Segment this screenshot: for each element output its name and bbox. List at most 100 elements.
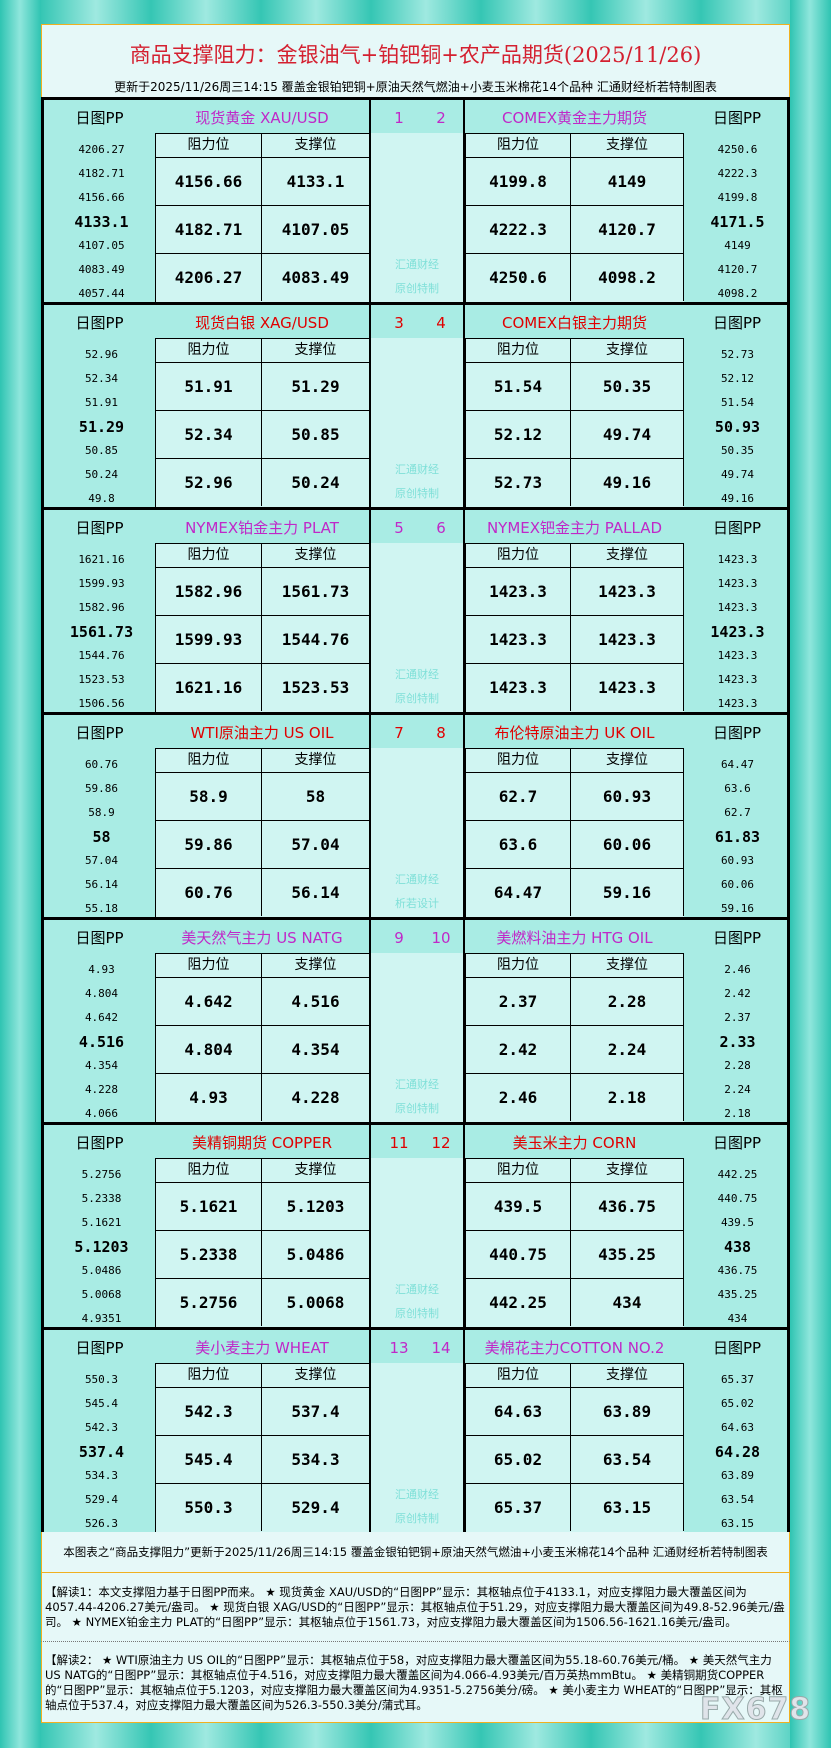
pp-level-left: 5.2338 (81, 1192, 122, 1205)
resistance-value: 5.2756 (156, 1278, 262, 1326)
support-value: 49.16 (571, 458, 684, 506)
pp-level-left: 52.34 (84, 372, 119, 385)
support-value: 2.24 (571, 1025, 684, 1073)
pp-level-right: 2.37 (724, 1011, 751, 1024)
pp-level-right: 4149 (724, 239, 751, 252)
resistance-value: 59.86 (156, 820, 262, 868)
pp-level-left: 4.804 (84, 987, 119, 1000)
pp-level-right: 51.54 (720, 396, 755, 409)
instrument-title-left: 美精铜期货 COPPER (191, 1134, 333, 1152)
pp-level-right: 2.24 (724, 1083, 751, 1096)
pp-level-right: 1423.3 (717, 697, 758, 710)
commodity-block: 日图PP 美小麦主力 WHEAT 13 14 美棉花主力COTTON NO.2 日图PP 汇… (41, 1327, 790, 1535)
pp-label-left: 日图PP (75, 109, 124, 127)
watermark-line: 汇通财经 (395, 258, 439, 271)
watermark-line: 汇通财经 (395, 463, 439, 476)
levels-table-left: 阻力位 支撑位 5.1621 5.1203 5.2338 5.0486 5.2756 5.00… (155, 1158, 369, 1330)
pp-level-right: 49.74 (720, 468, 755, 481)
resistance-value: 52.12 (466, 410, 571, 458)
pp-level-right: 435.25 (717, 1288, 758, 1301)
number-header (369, 1327, 465, 1363)
watermark-column: 汇通财经 析若设计 (369, 748, 465, 920)
pp-level-right: 49.16 (720, 492, 755, 505)
watermark-line: 原创特制 (395, 1102, 439, 1115)
resistance-value: 64.47 (466, 868, 571, 916)
resistance-header: 阻力位 (156, 1363, 262, 1387)
support-value: 50.24 (262, 458, 369, 506)
resistance-header: 阻力位 (156, 338, 262, 362)
resistance-value: 542.3 (156, 1387, 262, 1435)
number-header (369, 507, 465, 543)
support-value: 49.74 (571, 410, 684, 458)
levels-table-right: 阻力位 支撑位 4199.8 4149 4222.3 4120.7 4250.6 4098.2 (465, 133, 684, 305)
number-header (369, 97, 465, 133)
levels-table-left: 阻力位 支撑位 1582.96 1561.73 1599.93 1544.76 1621.1… (155, 543, 369, 715)
pp-level-right: 4199.8 (717, 191, 758, 204)
pp-level-left: 4057.44 (78, 287, 125, 300)
support-value: 436.75 (571, 1182, 684, 1230)
pp-level-right: 4222.3 (717, 167, 758, 180)
resistance-value: 4156.66 (156, 157, 262, 205)
instrument-title-right: COMEX黄金主力期货 (502, 109, 647, 127)
support-value: 4149 (571, 157, 684, 205)
watermark-line: 原创特制 (395, 1512, 439, 1525)
decorative-frame-bottom (41, 1723, 790, 1748)
pp-level-left: 55.18 (84, 902, 119, 915)
pp-level-right: 2.46 (724, 963, 751, 976)
pp-level-right: 64.63 (720, 1421, 755, 1434)
pp-label-left: 日图PP (75, 314, 124, 332)
support-value: 1423.3 (571, 615, 684, 663)
support-value: 50.85 (262, 410, 369, 458)
pivot-point-right: 1423.3 (710, 623, 765, 641)
pp-level-left: 49.8 (88, 492, 115, 505)
resistance-value: 545.4 (156, 1435, 262, 1483)
support-value: 2.18 (571, 1073, 684, 1121)
pivot-point-right: 50.93 (714, 418, 761, 436)
instrument-number-right: 14 (431, 1339, 451, 1357)
support-header: 支撑位 (571, 543, 684, 567)
pp-label-right: 日图PP (712, 724, 762, 742)
support-header: 支撑位 (571, 133, 684, 157)
pp-level-left: 1621.16 (78, 553, 125, 566)
instrument-title-left: 美小麦主力 WHEAT (195, 1339, 329, 1357)
pp-level-left: 550.3 (84, 1373, 119, 1386)
support-value: 63.15 (571, 1483, 684, 1531)
instrument-number-right: 10 (431, 929, 451, 947)
pp-level-left: 4107.05 (78, 239, 125, 252)
resistance-value: 51.54 (466, 362, 571, 410)
support-header: 支撑位 (262, 1158, 369, 1182)
levels-table-right: 阻力位 支撑位 439.5 436.75 440.75 435.25 442.25 434 (465, 1158, 684, 1330)
number-header (369, 302, 465, 338)
instrument-title-left: NYMEX铂金主力 PLAT (185, 519, 339, 537)
resistance-value: 2.46 (466, 1073, 571, 1121)
pp-level-right: 4098.2 (717, 287, 758, 300)
pp-label-left: 日图PP (75, 929, 124, 947)
pp-level-right: 2.28 (724, 1059, 751, 1072)
instrument-title-right: COMEX白银主力期货 (502, 314, 647, 332)
watermark-line: 原创特制 (395, 692, 439, 705)
support-value: 5.0068 (262, 1278, 369, 1326)
support-header: 支撑位 (571, 1158, 684, 1182)
instrument-number-left: 3 (394, 314, 404, 332)
pp-label-right: 日图PP (712, 929, 762, 947)
pp-label-right: 日图PP (712, 1134, 762, 1152)
pp-level-right: 440.75 (717, 1192, 758, 1205)
watermark-column: 汇通财经 原创特制 (369, 338, 465, 510)
pivot-point-right: 64.28 (714, 1443, 761, 1461)
number-header (369, 917, 465, 953)
pivot-point-left: 4133.1 (74, 213, 129, 231)
pp-level-right: 63.15 (720, 1517, 755, 1530)
support-value: 59.16 (571, 868, 684, 916)
pp-level-left: 5.0486 (81, 1264, 122, 1277)
pp-level-left: 52.96 (84, 348, 119, 361)
pp-level-left: 529.4 (84, 1493, 119, 1506)
pp-level-left: 57.04 (84, 854, 119, 867)
pivot-point-left: 5.1203 (74, 1238, 129, 1256)
pp-label-right: 日图PP (712, 314, 762, 332)
watermark-line: 汇通财经 (395, 873, 439, 886)
pp-level-right: 1423.3 (717, 577, 758, 590)
watermark-line: 汇通财经 (395, 1283, 439, 1296)
pp-level-left: 5.2756 (81, 1168, 122, 1181)
pp-level-left: 4206.27 (78, 143, 125, 156)
instrument-number-right: 6 (436, 519, 446, 537)
